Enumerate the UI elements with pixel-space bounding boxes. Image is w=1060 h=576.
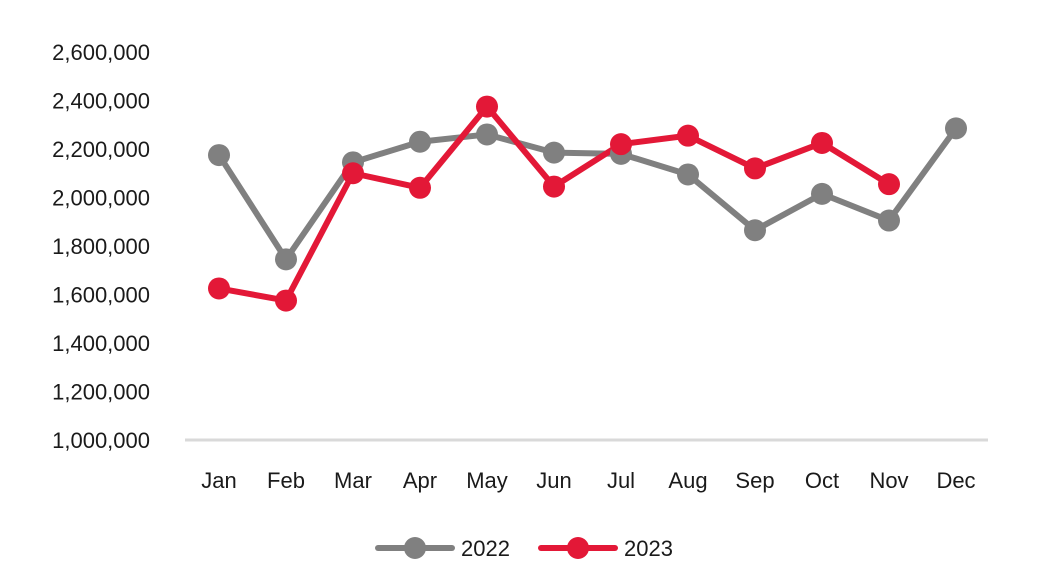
legend-label: 2022 <box>461 536 510 561</box>
legend: 2022 2023 <box>375 536 673 561</box>
data-point-2022-Oct <box>811 182 833 205</box>
data-point-2023-Apr <box>409 176 431 199</box>
x-tick-label: Jul <box>607 468 635 493</box>
x-tick-label: Aug <box>668 468 707 493</box>
x-tick-label: Jan <box>201 468 236 493</box>
data-point-2023-Nov <box>878 173 900 196</box>
legend-item-2022: 2022 <box>375 536 510 561</box>
data-point-2022-Dec <box>945 117 967 140</box>
x-tick-label: Mar <box>334 468 372 493</box>
x-tick-label: May <box>466 468 508 493</box>
data-point-2023-Feb <box>275 289 297 312</box>
x-tick-label: Sep <box>735 468 774 493</box>
x-axis-ticks: Jan Feb Mar Apr May Jun Jul Aug Sep Oct Nov Dec <box>201 468 975 493</box>
y-tick-label: 1,800,000 <box>52 234 150 259</box>
data-point-2023-Jun <box>543 175 565 198</box>
data-point-2023-May <box>476 95 498 118</box>
legend-label: 2023 <box>624 536 673 561</box>
data-point-2022-Sep <box>744 219 766 242</box>
x-tick-label: Jun <box>536 468 571 493</box>
data-point-2022-Aug <box>677 163 699 186</box>
data-point-2023-Aug <box>677 124 699 147</box>
y-tick-label: 2,600,000 <box>52 40 150 65</box>
y-tick-label: 2,400,000 <box>52 89 150 114</box>
data-point-2022-Feb <box>275 248 297 271</box>
x-tick-label: Feb <box>267 468 305 493</box>
y-tick-label: 1,400,000 <box>52 331 150 356</box>
data-point-2022-Jan <box>208 144 230 167</box>
x-tick-label: Dec <box>936 468 975 493</box>
y-tick-label: 1,200,000 <box>52 380 150 405</box>
data-point-2023-Mar <box>342 162 364 185</box>
series-line-2022 <box>216 125 959 263</box>
data-point-2023-Oct <box>811 131 833 154</box>
legend-swatch-marker <box>567 537 589 559</box>
data-point-2023-Jul <box>610 133 632 156</box>
data-point-2023-Jan <box>208 277 230 300</box>
y-axis-ticks: 1,000,000 1,200,000 1,400,000 1,600,000 1,80… <box>52 40 150 453</box>
series-lines <box>216 103 959 304</box>
y-tick-label: 1,000,000 <box>52 428 150 453</box>
legend-item-2023: 2023 <box>538 536 673 561</box>
data-point-2022-Apr <box>409 130 431 153</box>
x-tick-label: Nov <box>869 468 908 493</box>
y-tick-label: 2,200,000 <box>52 137 150 162</box>
series-markers <box>208 95 967 312</box>
y-tick-label: 1,600,000 <box>52 283 150 308</box>
legend-swatch-marker <box>404 537 426 559</box>
x-tick-label: Oct <box>805 468 839 493</box>
data-point-2022-May <box>476 123 498 146</box>
data-point-2023-Sep <box>744 157 766 180</box>
series-line-2023 <box>216 103 892 304</box>
data-point-2022-Jun <box>543 141 565 164</box>
y-tick-label: 2,000,000 <box>52 186 150 211</box>
data-point-2022-Nov <box>878 209 900 232</box>
x-tick-label: Apr <box>403 468 437 493</box>
